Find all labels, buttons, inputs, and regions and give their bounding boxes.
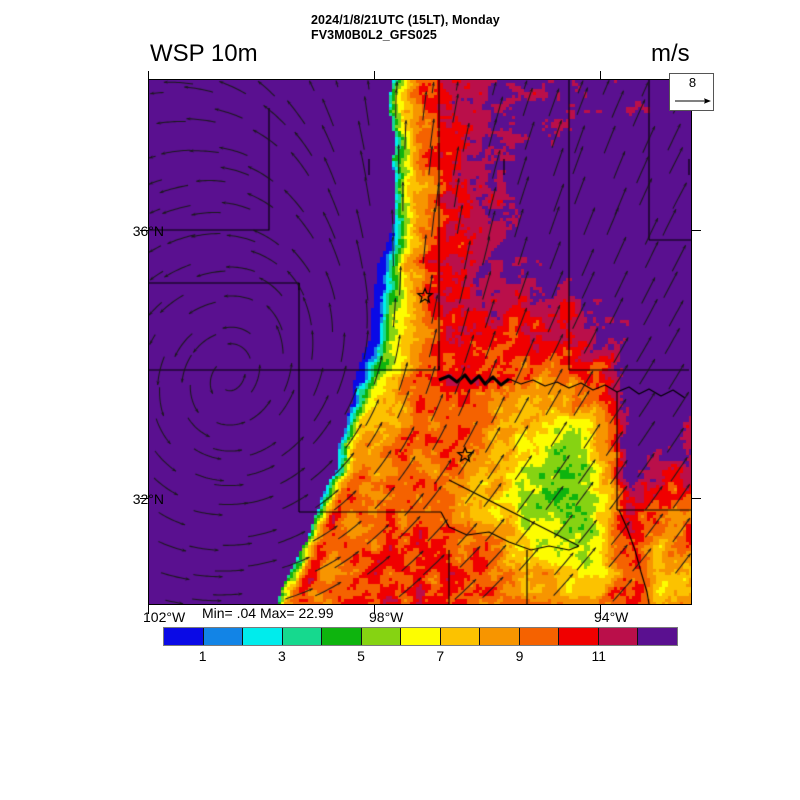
figure-title-line2: FV3M0B0L2_GFS025 xyxy=(311,28,437,42)
min-max-stats: Min= .04 Max= 22.99 xyxy=(202,605,334,621)
lat-tick-label-36n: 36°N xyxy=(132,223,164,239)
axis-tick xyxy=(374,71,376,80)
axis-tick xyxy=(374,605,376,614)
colorbar-tick-3: 3 xyxy=(277,648,286,664)
wind-streamlines-overlay xyxy=(149,80,691,604)
axis-tick xyxy=(692,230,701,232)
axis-tick xyxy=(148,71,150,80)
axis-tick xyxy=(140,498,149,500)
lon-tick-label-94w: 94°W xyxy=(594,609,629,625)
axis-tick xyxy=(600,605,602,614)
colorbar-swatch-2 xyxy=(243,628,283,645)
lon-tick-label-102w: 102°W xyxy=(143,609,186,625)
lon-tick-label-98w: 98°W xyxy=(369,609,404,625)
colorbar-swatch-7 xyxy=(440,628,481,645)
colorbar-swatch-3 xyxy=(282,628,323,645)
right-arrow-icon xyxy=(675,98,711,104)
colorbar-swatch-4 xyxy=(322,628,362,645)
colorbar-swatch-6 xyxy=(401,628,441,645)
axis-tick xyxy=(148,605,150,614)
colorbar xyxy=(163,627,678,646)
colorbar-swatch-1 xyxy=(203,628,244,645)
colorbar-swatch-12 xyxy=(638,628,677,645)
colorbar-tick-7: 7 xyxy=(436,648,445,664)
axis-tick xyxy=(692,498,701,500)
colorbar-swatch-8 xyxy=(480,628,520,645)
units-label: m/s xyxy=(651,40,690,67)
axis-tick xyxy=(140,230,149,232)
colorbar-swatch-5 xyxy=(361,628,402,645)
colorbar-swatch-9 xyxy=(519,628,560,645)
colorbar-swatch-0 xyxy=(164,628,204,645)
colorbar-swatch-11 xyxy=(598,628,639,645)
colorbar-tick-labels: 1 3 5 7 9 11 xyxy=(163,648,678,666)
colorbar-tick-1: 1 xyxy=(198,648,207,664)
colorbar-tick-5: 5 xyxy=(357,648,365,664)
map-plot-area xyxy=(148,79,692,605)
colorbar-swatch-10 xyxy=(559,628,599,645)
vector-scale-legend: 8 xyxy=(669,73,714,111)
colorbar-tick-9: 9 xyxy=(515,648,524,664)
variable-label: WSP 10m xyxy=(150,40,258,67)
colorbar-tick-11: 11 xyxy=(591,648,607,664)
vector-scale-value: 8 xyxy=(688,75,697,90)
lat-tick-label-32n: 32°N xyxy=(132,491,164,507)
axis-tick xyxy=(600,71,602,80)
figure-title-line1: 2024/1/8/21UTC (15LT), Monday xyxy=(311,13,500,27)
